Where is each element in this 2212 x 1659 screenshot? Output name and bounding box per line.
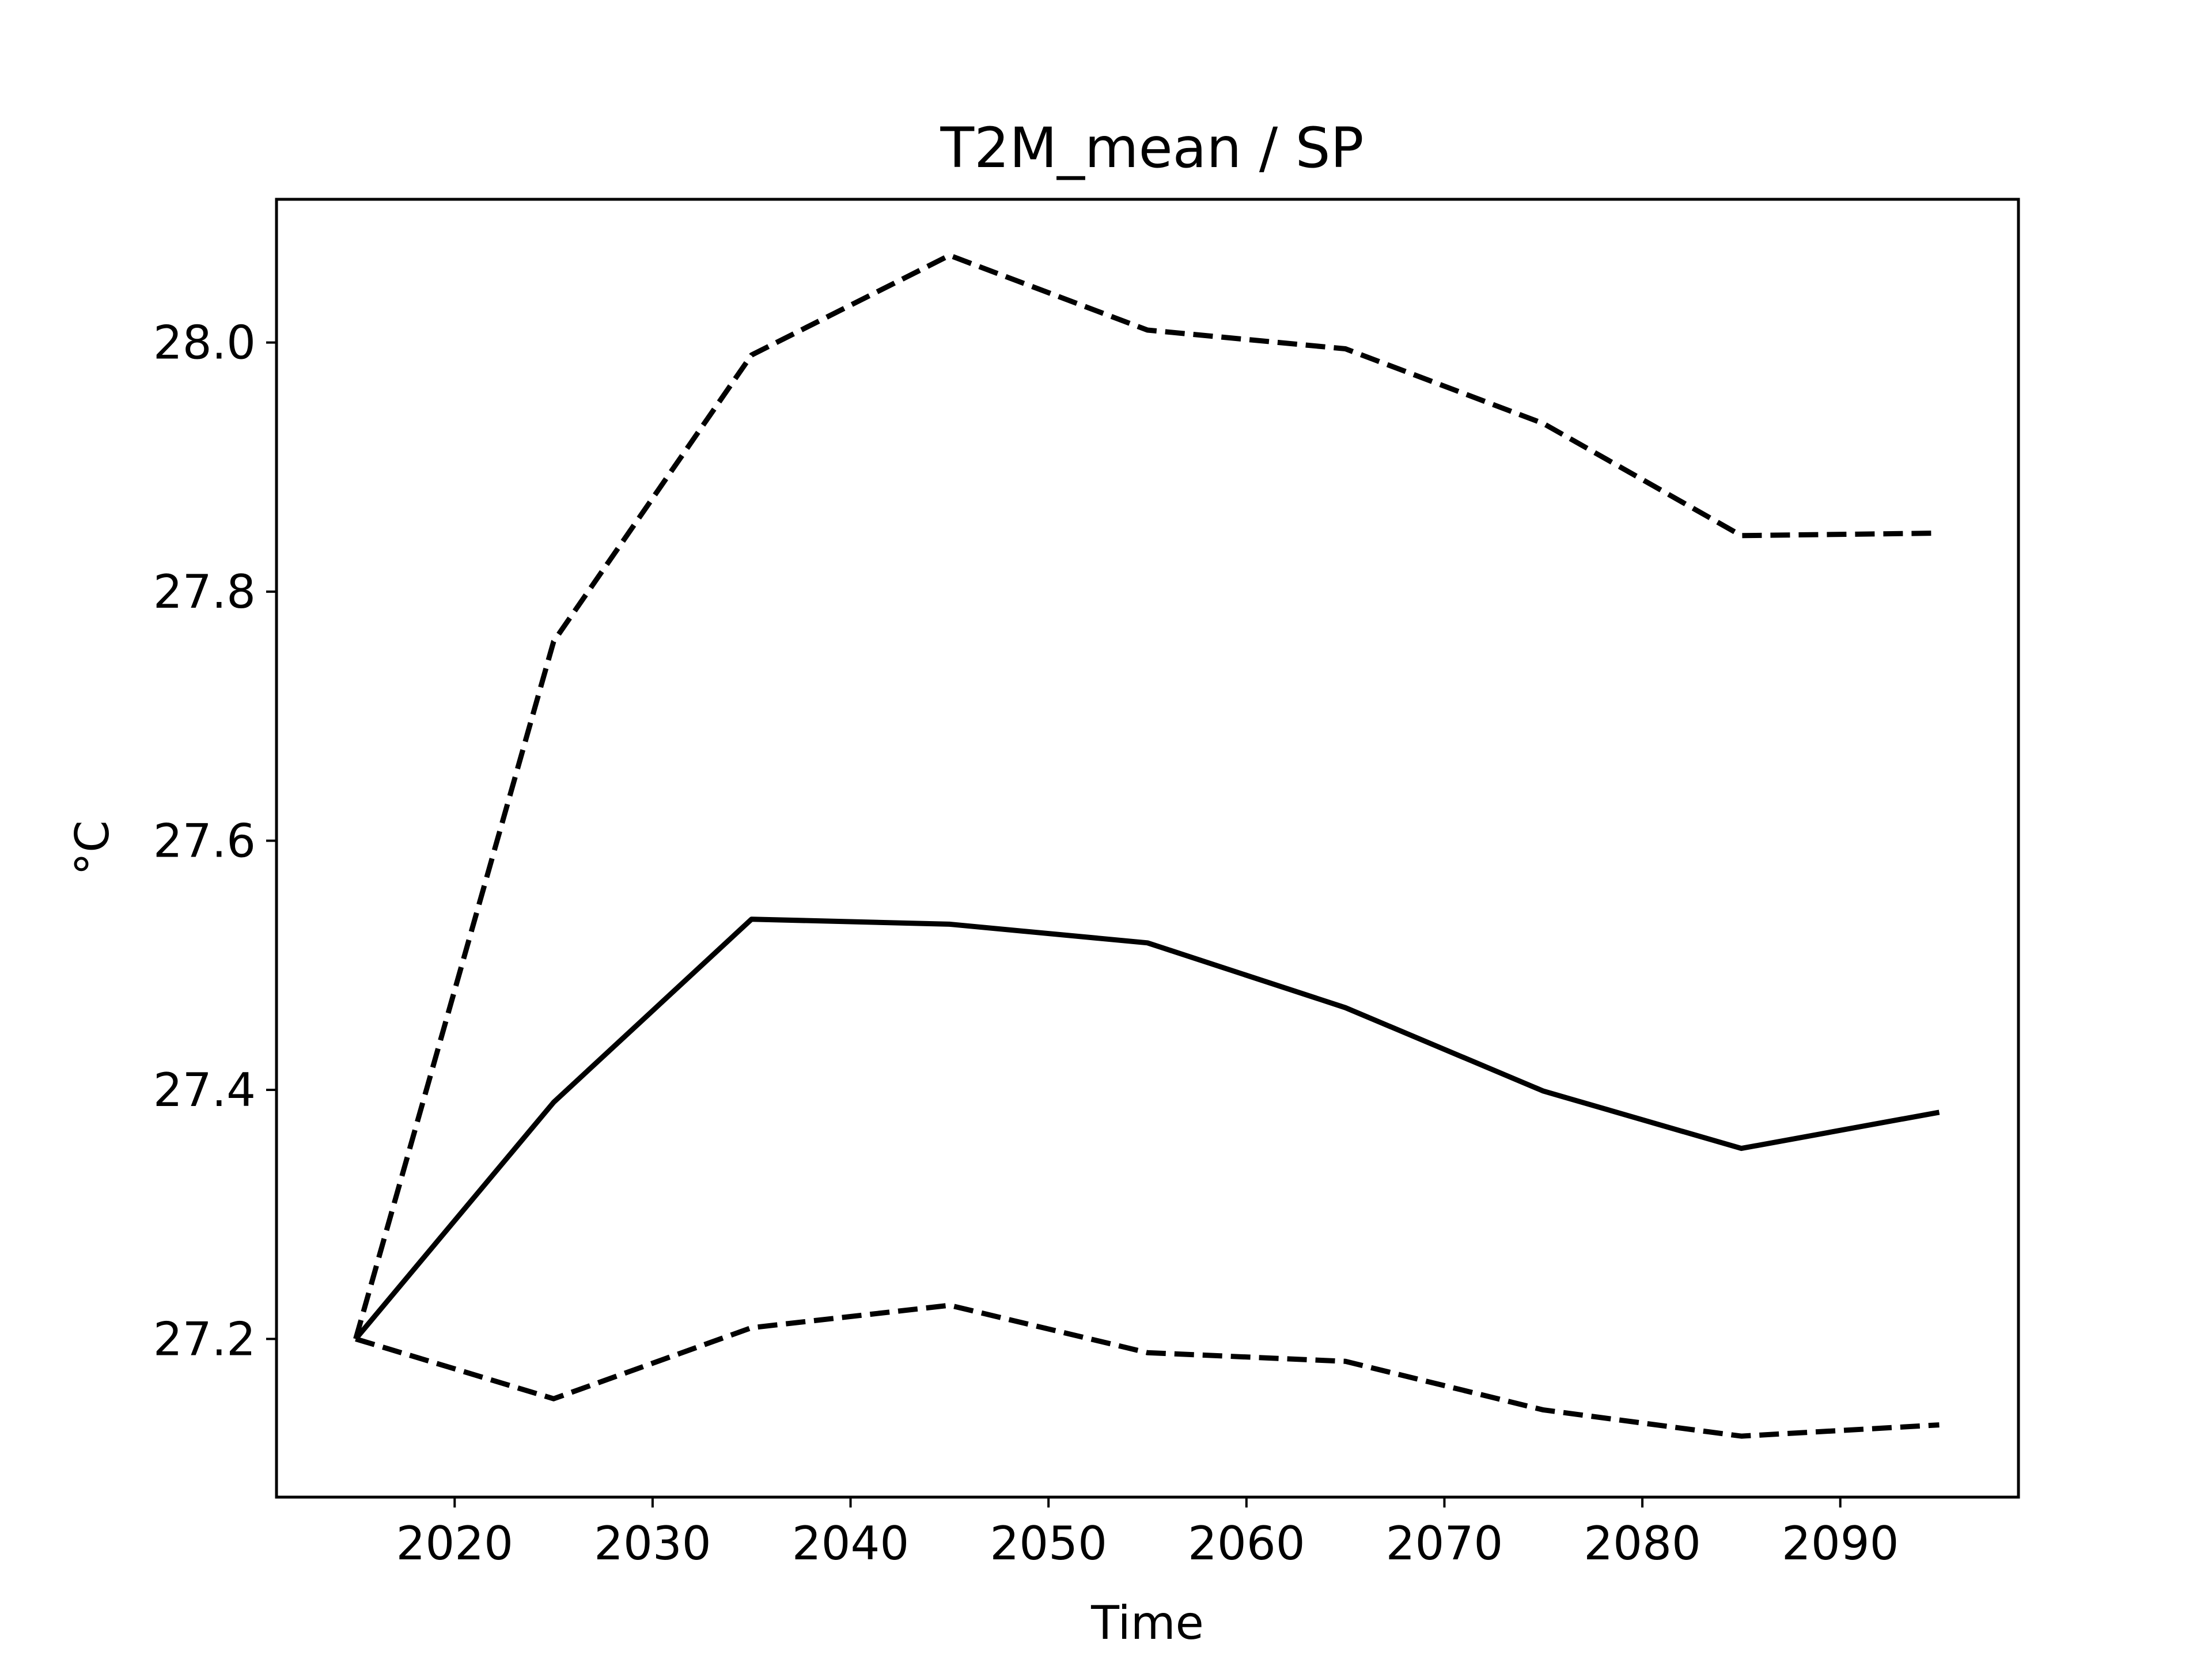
y-tick-label: 27.8 (153, 565, 256, 619)
x-tick-label: 2080 (1584, 1517, 1701, 1570)
series-layer (353, 252, 1940, 1439)
y-axis-label: °C (66, 820, 119, 876)
x-tick-label: 2050 (990, 1517, 1107, 1570)
x-tick-label: 2040 (792, 1517, 910, 1570)
series-line-1 (353, 252, 1940, 1340)
y-tick-label: 28.0 (153, 316, 256, 370)
chart-title: T2M_mean / SP (940, 116, 1364, 180)
plot-frame (275, 198, 2020, 1499)
x-tick-label: 2060 (1188, 1517, 1305, 1570)
y-axis-ticks: 27.2 27.4 27.6 27.8 28.0 (153, 316, 276, 1366)
series-line-3 (355, 1302, 1940, 1439)
x-axis-ticks: 2020 2030 2040 2050 2060 2070 2080 2090 (396, 1497, 1899, 1570)
y-tick-label: 27.4 (153, 1063, 256, 1117)
series-line-2 (354, 916, 1940, 1341)
x-tick-label: 2090 (1782, 1517, 1899, 1570)
x-tick-label: 2020 (396, 1517, 513, 1570)
x-tick-label: 2070 (1386, 1517, 1503, 1570)
y-tick-label: 27.2 (153, 1312, 256, 1366)
y-tick-label: 27.6 (153, 815, 256, 868)
x-tick-label: 2030 (594, 1517, 711, 1570)
x-axis-label: Time (1090, 1596, 1204, 1650)
